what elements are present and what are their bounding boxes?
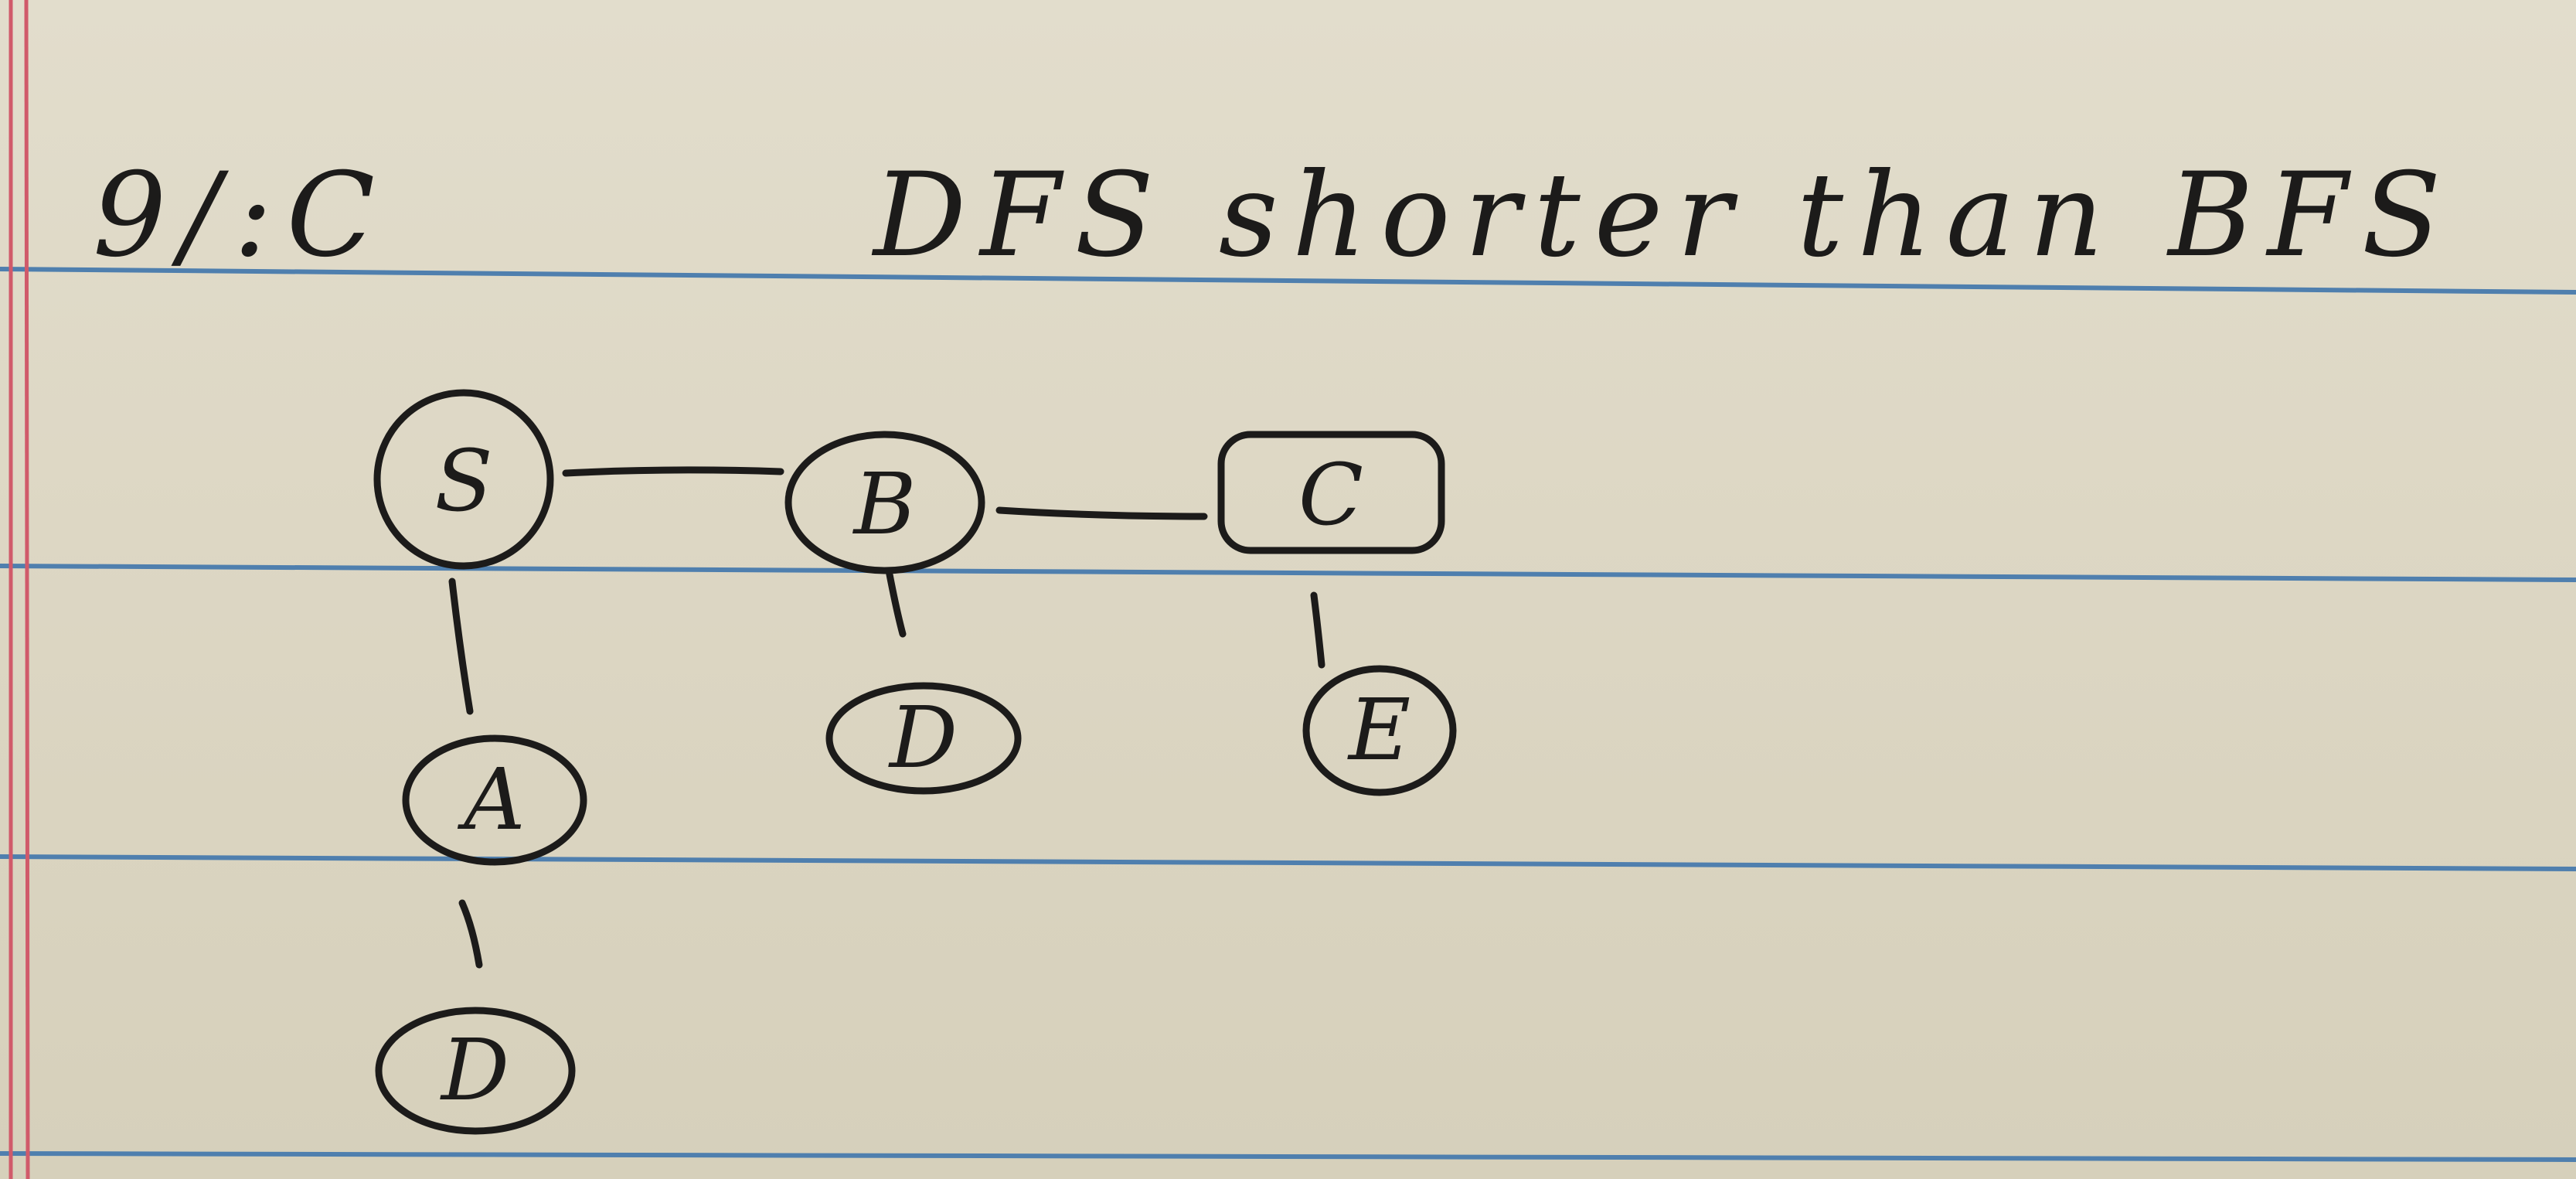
edge-b-c	[995, 506, 1208, 520]
node-label: C	[1298, 445, 1363, 544]
rule-line	[0, 564, 2576, 582]
node-label: D	[440, 1021, 509, 1119]
graph-node-d-under-a: D	[375, 1007, 576, 1135]
rule-line	[0, 854, 2576, 871]
claim-text: DFS shorter than BFS	[871, 148, 2455, 283]
edge-c-e	[1310, 591, 1325, 669]
graph-node-e: E	[1302, 665, 1457, 796]
graph-node-s: S	[373, 389, 554, 570]
node-circle	[373, 389, 554, 570]
question-number: 9/:C	[93, 148, 389, 283]
rule-line	[0, 1151, 2576, 1162]
rule-line	[0, 267, 2576, 295]
edge-a-d	[458, 899, 483, 969]
node-label: B	[852, 455, 917, 554]
node-label: D	[888, 688, 958, 787]
edge-s-b	[562, 466, 784, 477]
node-circle	[784, 431, 985, 574]
graph-node-a: A	[402, 734, 587, 866]
node-label: S	[434, 431, 492, 530]
node-circle	[375, 1007, 576, 1135]
graph-edges	[448, 466, 1325, 969]
graph-node-c: C	[1217, 431, 1445, 554]
edge-b-d	[885, 567, 907, 638]
node-circle	[1302, 665, 1457, 796]
node-box	[1217, 431, 1445, 554]
node-circle	[825, 682, 1022, 795]
node-circle	[402, 734, 587, 866]
edge-s-a	[448, 578, 474, 715]
node-label: E	[1347, 680, 1411, 779]
graph-node-b: B	[784, 431, 985, 574]
graph-node-d-under-b: D	[825, 682, 1022, 795]
margin-line	[9, 0, 30, 1179]
node-label: A	[457, 750, 525, 849]
ruled-lines	[0, 267, 2576, 1162]
